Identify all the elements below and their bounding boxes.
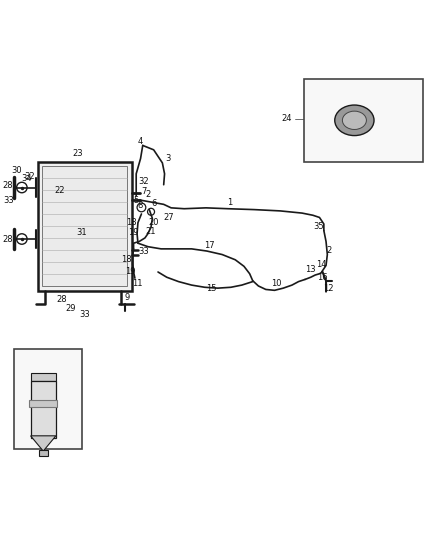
Bar [31,381,56,438]
Text: 9: 9 [125,293,130,302]
Bar [38,162,132,290]
Text: 18: 18 [127,218,137,227]
Text: 13: 13 [305,265,316,274]
Text: 6: 6 [152,199,157,208]
Text: 23: 23 [72,149,83,158]
Text: 3: 3 [165,154,170,163]
Polygon shape [31,436,56,451]
Text: 33: 33 [80,310,90,319]
Text: 2: 2 [326,246,332,255]
Text: 26: 26 [364,139,374,148]
Text: 33: 33 [4,196,14,205]
Text: 27: 27 [164,213,174,222]
Text: 33: 33 [139,247,149,256]
Ellipse shape [343,111,367,130]
Text: 5: 5 [134,196,139,205]
Bar [31,374,56,381]
Circle shape [360,133,369,141]
Text: 7: 7 [141,187,147,196]
Bar [29,400,57,407]
Text: 24: 24 [282,114,292,123]
Text: 15: 15 [206,284,216,293]
Text: 29: 29 [66,304,76,313]
Text: 32: 32 [139,177,149,185]
Text: 20: 20 [148,218,159,227]
Text: 34: 34 [22,174,32,183]
Circle shape [340,99,349,108]
Text: 14: 14 [316,260,326,269]
Text: 12: 12 [323,284,333,293]
Ellipse shape [335,105,374,135]
Bar [39,450,48,456]
Text: 11: 11 [132,279,142,288]
Bar [304,79,423,162]
Text: 22: 22 [55,185,65,195]
Bar [42,166,127,286]
Text: 35: 35 [313,222,324,231]
Text: 32: 32 [24,172,35,181]
Text: 36: 36 [60,402,71,411]
Text: 28: 28 [2,181,13,190]
Text: 8: 8 [137,201,142,210]
Text: 28: 28 [2,235,13,244]
Text: 28: 28 [56,295,67,304]
Text: 30: 30 [11,166,21,175]
Circle shape [340,133,349,141]
Text: 2: 2 [146,190,151,199]
Text: 31: 31 [76,228,87,237]
Text: 10: 10 [272,279,282,288]
Text: 4: 4 [138,136,143,146]
Text: 17: 17 [204,241,214,251]
Circle shape [360,99,369,108]
Text: 19: 19 [125,268,136,277]
Text: 21: 21 [145,227,155,236]
Text: 16: 16 [317,273,328,282]
Text: 1: 1 [227,198,233,207]
Text: 25: 25 [369,89,379,98]
Text: 18: 18 [121,255,131,264]
Text: 19: 19 [128,228,139,237]
Bar [14,349,81,449]
